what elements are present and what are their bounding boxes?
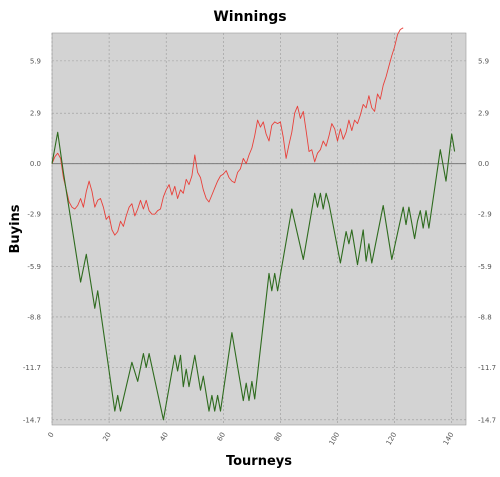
y-tick-label-right: -2.9 (478, 211, 492, 219)
x-tick-label: 0 (47, 431, 56, 439)
x-tick-label: 20 (101, 431, 112, 443)
y-tick-label-left: 0.0 (30, 160, 41, 168)
y-tick-label-right: -8.8 (478, 313, 492, 321)
y-tick-label-right: -5.9 (478, 263, 492, 271)
y-tick-label-right: -14.7 (478, 416, 496, 424)
plot-area (51, 32, 467, 426)
y-tick-label-left: -2.9 (27, 211, 41, 219)
y-tick-label-right: 5.9 (478, 57, 489, 65)
x-tick-label: 60 (216, 431, 227, 443)
y-tick-label-left: -5.9 (27, 263, 41, 271)
x-tick-label: 80 (273, 431, 284, 443)
x-tick-label: 40 (159, 431, 170, 443)
y-tick-label-left: 2.9 (30, 110, 41, 118)
x-tick-label: 100 (328, 431, 342, 447)
x-axis-label: Tourneys (226, 454, 292, 469)
y-tick-label-right: -11.7 (478, 364, 496, 372)
y-tick-label-right: 2.9 (478, 110, 489, 118)
y-axis-label: Buyins (8, 204, 23, 253)
series-line-green (51, 131, 456, 421)
gridlines (51, 33, 466, 425)
y-tick-label-left: 5.9 (30, 57, 41, 65)
x-tick-label: 140 (442, 431, 456, 447)
x-tick-label: 120 (385, 431, 399, 447)
series-line-red (51, 27, 404, 236)
y-tick-label-left: -11.7 (23, 364, 41, 372)
y-tick-label-left: -14.7 (23, 416, 41, 424)
series-lines (51, 27, 456, 421)
axis-ticks: 5.9 5.9 2.9 2.9 0.0 0.0 -2.9 -2.9 -5.9 -5.9 -8.8 -8… (23, 57, 496, 446)
y-tick-label-left: -8.8 (27, 313, 41, 321)
y-tick-label-right: 0.0 (478, 160, 489, 168)
chart-title: Winnings (213, 9, 286, 25)
